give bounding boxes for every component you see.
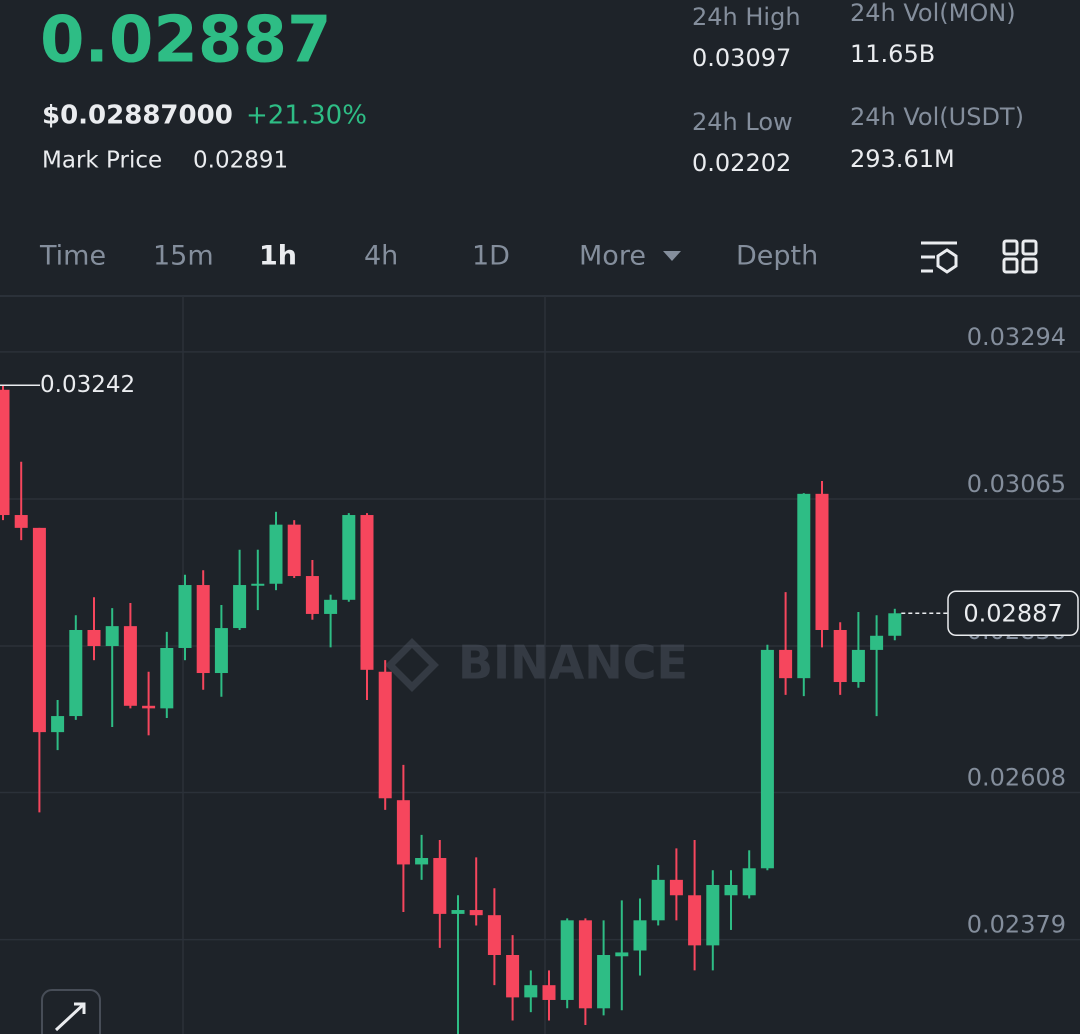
candle-body	[688, 895, 702, 946]
price-change: +21.30%	[246, 101, 367, 131]
candle-body	[342, 515, 356, 600]
expand-button[interactable]	[41, 989, 101, 1034]
mark-price: 0.02891	[193, 148, 288, 174]
tab[interactable]: 4h	[364, 241, 398, 272]
layout-icon[interactable]	[1002, 239, 1038, 274]
candle-body	[105, 626, 119, 647]
last-price: 0.02887	[40, 4, 332, 78]
candle-body	[524, 985, 538, 998]
high-marker-label: 0.03242	[40, 372, 135, 398]
candle-body	[706, 884, 720, 946]
usd-price: $0.02887000	[42, 101, 233, 131]
candle-body	[578, 920, 592, 1009]
candle-body	[396, 800, 410, 865]
y-tick-label: 0.03294	[967, 323, 1066, 351]
candle-body	[633, 920, 647, 951]
candle-body	[487, 915, 501, 955]
candle-body	[506, 954, 520, 998]
last-price-box	[947, 590, 1079, 637]
candle-body	[742, 868, 756, 896]
y-tick-label: 0.03065	[967, 470, 1066, 498]
candle-body	[779, 649, 793, 679]
candle-body	[378, 671, 392, 799]
plot: 0.032940.030650.028360.026080.023790.032…	[0, 323, 1080, 1034]
candle-body	[123, 626, 137, 706]
tab[interactable]: Time	[39, 241, 106, 272]
candle-body	[87, 629, 101, 647]
candle-body	[305, 576, 319, 614]
candle-body	[469, 910, 483, 916]
tab-active[interactable]: 1h	[259, 241, 297, 272]
candle-body	[160, 647, 174, 709]
candle-body	[51, 716, 65, 733]
candle-body	[542, 985, 556, 1000]
candle-body	[833, 629, 847, 683]
y-tick-label: 0.02379	[967, 911, 1066, 939]
candle-body	[851, 649, 865, 683]
tab[interactable]: 15m	[153, 241, 214, 272]
candle-body	[14, 515, 28, 528]
stat-label: 24h Vol(MON)	[850, 0, 1016, 27]
candle-body	[797, 493, 811, 679]
candle-body	[433, 858, 447, 914]
candle-body	[178, 585, 192, 648]
stat-label: 24h Low	[692, 108, 793, 136]
candle-body	[32, 527, 46, 733]
candle-body	[451, 910, 465, 914]
watermark: BINANCE	[385, 636, 688, 692]
candle-body	[669, 879, 683, 896]
candle-body	[269, 524, 283, 584]
last-price-label: 0.02887	[963, 599, 1062, 627]
candle-body	[233, 585, 247, 629]
candle-body	[870, 635, 884, 650]
candle-body	[214, 628, 228, 674]
tab[interactable]: More	[579, 241, 646, 272]
stat-label: 24h High	[692, 3, 801, 31]
stat-value: 293.61M	[850, 145, 955, 173]
candle-body	[651, 879, 665, 921]
candle-body	[888, 613, 902, 636]
candle-body	[69, 629, 83, 717]
candle-body	[287, 524, 301, 577]
candle-body	[360, 515, 374, 670]
candle-body	[142, 705, 156, 709]
candle-body	[597, 954, 611, 1009]
candle-body	[815, 493, 829, 630]
dropdown-arrow[interactable]	[663, 251, 681, 261]
y-tick-label: 0.02608	[967, 763, 1066, 791]
stat-value: 0.02202	[692, 149, 791, 177]
mark-price-label: Mark Price	[42, 148, 162, 174]
tab[interactable]: 1D	[472, 241, 510, 272]
candle-body	[0, 389, 10, 516]
candle-body	[415, 858, 429, 865]
tab[interactable]: Depth	[736, 241, 818, 272]
settings-icon[interactable]	[921, 241, 958, 274]
stat-value: 0.03097	[692, 44, 791, 72]
stat-value: 11.65B	[850, 40, 935, 68]
candle-body	[196, 585, 210, 674]
candle-body	[324, 599, 338, 614]
candle-body	[724, 884, 738, 896]
candle-body	[615, 952, 629, 957]
stat-label: 24h Vol(USDT)	[850, 103, 1024, 131]
candle-body	[560, 920, 574, 1000]
watermark-text: BINANCE	[458, 636, 688, 690]
candle-body	[251, 583, 265, 586]
candle-body	[760, 649, 774, 869]
